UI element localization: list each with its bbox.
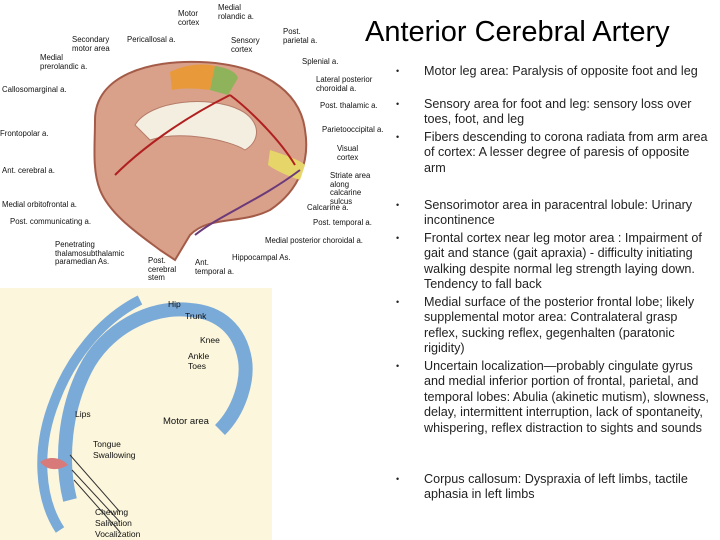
- label: Post. temporal a.: [313, 218, 372, 227]
- label: Hip: [168, 299, 181, 309]
- bullet-text: Medial surface of the posterior frontal …: [424, 295, 695, 356]
- bullet: • Motor leg area: Paralysis of opposite f…: [396, 64, 712, 79]
- label: Striate area along calcarine sulcus: [330, 171, 371, 206]
- label: Parietooccipital a.: [322, 125, 384, 134]
- bullet-text: Sensorimotor area in paracentral lobule:…: [424, 198, 693, 228]
- label: Post. thalamic a.: [320, 101, 378, 110]
- label: Lateral posterior choroidal a.: [316, 75, 373, 93]
- label: Motor cortex: [178, 9, 200, 27]
- label: Post. cerebral stem: [148, 256, 177, 283]
- bullet: • Medial surface of the posterior frontal…: [396, 295, 712, 357]
- bullet-text: Fibers descending to corona radiata from…: [424, 130, 708, 175]
- label: Frontopolar a.: [0, 129, 49, 138]
- brain: [93, 60, 308, 262]
- tongue: [40, 458, 68, 470]
- label: Calcarine a.: [307, 203, 349, 212]
- label: Secondary motor area: [72, 35, 110, 53]
- cortex-band: [58, 302, 253, 502]
- label: Callosomarginal a.: [2, 85, 67, 94]
- label: Ankle: [188, 351, 210, 361]
- label: Visual cortex: [337, 144, 359, 162]
- label: Splenial a.: [302, 57, 339, 66]
- cortex-band: [37, 295, 143, 533]
- label: Sensory cortex: [231, 36, 260, 54]
- label: Medial posterior choroidal a.: [265, 236, 363, 245]
- label: Post. communicating a.: [10, 217, 92, 226]
- artery: [114, 94, 296, 176]
- label: Medial orbitofrontal a.: [2, 200, 77, 209]
- bullet: • Fibers descending to corona radiata fro…: [396, 130, 712, 176]
- bullet-text: Uncertain localization—probably cingulat…: [424, 359, 709, 435]
- motor-area: [170, 64, 215, 90]
- label: Motor area: [163, 416, 209, 427]
- label: Lips: [75, 409, 91, 419]
- bullet: • Corpus callosum: Dyspraxia of left limb…: [396, 472, 712, 503]
- corpus-callosum: [134, 101, 257, 151]
- bullet: • Sensory area for foot and leg: sensory …: [396, 97, 712, 128]
- label: Post. parietal a.: [283, 27, 318, 45]
- label: Hippocampal As.: [232, 253, 291, 262]
- artery: [194, 169, 301, 236]
- label: Salivation: [95, 518, 132, 528]
- bullet-text: Corpus callosum: Dyspraxia of left limbs…: [424, 472, 688, 502]
- label: Trunk: [185, 311, 207, 321]
- sensory-area: [210, 66, 238, 95]
- label: Penetrating thalamosubthalamic paramedia…: [55, 240, 125, 267]
- label: Tongue: [93, 439, 121, 449]
- label: Toes: [188, 361, 206, 371]
- bullet-text: Motor leg area: Paralysis of opposite fo…: [424, 64, 698, 78]
- label: Medial prerolandic a.: [40, 53, 88, 71]
- label: Chewing: [95, 507, 129, 517]
- label: Ant. cerebral a.: [2, 166, 55, 175]
- bullet-text: Sensory area for foot and leg: sensory l…: [424, 97, 692, 127]
- title: Anterior Cerebral Artery: [365, 16, 670, 48]
- label: Ant. temporal a.: [195, 258, 235, 276]
- arrows: [69, 454, 121, 533]
- label: Vocalization: [95, 529, 141, 539]
- label: Pericallosal a.: [127, 35, 176, 44]
- bullet: • Sensorimotor area in paracentral lobule…: [396, 198, 712, 229]
- bullet-text: Frontal cortex near leg motor area : Imp…: [424, 231, 702, 292]
- label: Medial rolandic a.: [218, 3, 254, 21]
- label: Knee: [200, 335, 220, 345]
- bullet: • Frontal cortex near leg motor area : Im…: [396, 231, 712, 293]
- label: Swallowing: [93, 450, 136, 460]
- bullet: • Uncertain localization—probably cingula…: [396, 359, 712, 436]
